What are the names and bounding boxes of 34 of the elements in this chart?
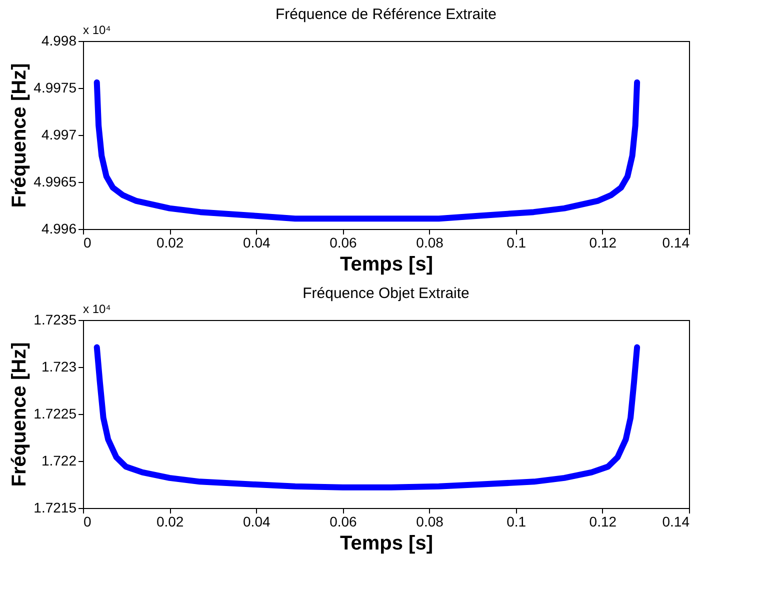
x-axis-title: Temps [s] [340,532,433,554]
x-tick-label: 0 [84,514,92,530]
y-tick-label: 1.7225 [34,406,77,422]
y-tick-label: 4.997 [41,126,77,142]
text: x 10⁴ [83,302,111,316]
x-tick-label: 0.02 [156,514,184,530]
x-tick-label: 0 [84,234,92,250]
chart-title: Fréquence de Référence Extraite [276,6,496,23]
x-tick-label: 0.02 [156,234,184,250]
x-tick-label: 0.04 [243,514,270,530]
y-tick-label: 1.722 [41,452,77,468]
x-tick-label: 0.12 [589,514,617,530]
y-tick-label: 1.7215 [34,500,77,516]
y-tick-label: 1.723 [41,358,77,374]
x-tick-label: 0.1 [506,234,526,250]
x-tick-label: 0.08 [416,234,444,250]
y-tick-label: 1.7235 [34,312,77,328]
x-tick-label: 0.12 [589,234,617,250]
y-tick-label: 4.998 [41,32,77,48]
x-tick-label: 0.14 [662,234,690,250]
x-tick-label: 0.08 [416,514,444,530]
y-axis-title: Fréquence [Hz] [8,63,31,208]
x-tick-label: 0.06 [330,514,358,530]
x-tick-label: 0.06 [330,234,358,250]
x-tick-label: 0.04 [243,234,270,250]
y-tick-label: 4.9975 [34,80,77,96]
x-tick-label: 0.14 [662,514,690,530]
text: x 10⁴ [83,23,111,37]
chart-title: Fréquence Objet Extraite [302,285,470,302]
x-tick-label: 0.1 [506,514,526,530]
y-tick-label: 4.996 [41,220,77,236]
y-tick-label: 4.9965 [34,174,77,190]
x-axis-title: Temps [s] [340,254,433,276]
y-axis-title: Fréquence [Hz] [8,342,31,487]
